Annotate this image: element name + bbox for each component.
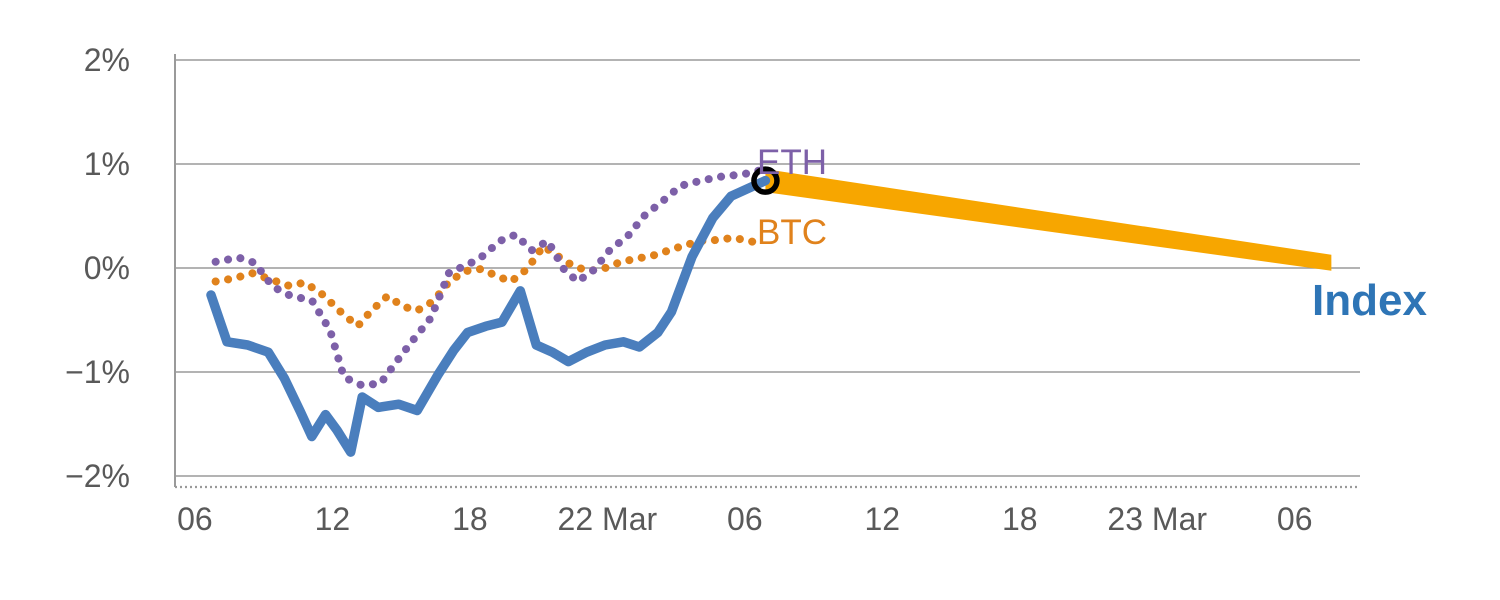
x-tick-label: 22 Mar — [557, 501, 658, 537]
index-series-label: Index — [1312, 276, 1427, 325]
x-tick-label: 18 — [1001, 501, 1038, 537]
y-tick-label: −1% — [65, 354, 130, 390]
y-tick-label: 0% — [83, 250, 130, 286]
x-tick-label: 18 — [452, 501, 488, 537]
x-tick-label: 12 — [314, 501, 351, 537]
x-tick-label: 23 Mar — [1107, 501, 1208, 537]
x-tick-label: 06 — [177, 501, 213, 537]
btc-line — [211, 233, 768, 331]
y-tick-label: 1% — [83, 146, 130, 182]
index-line — [206, 175, 771, 457]
y-tick-label: −2% — [65, 458, 130, 494]
btc-series-label: BTC — [757, 213, 827, 252]
forecast-band — [765, 169, 1332, 271]
y-tick-label: 2% — [83, 42, 130, 78]
x-tick-label: 06 — [1276, 501, 1313, 537]
x-tick-label: 06 — [727, 501, 763, 537]
event-marker-circle — [751, 166, 780, 195]
x-tick-label: 12 — [864, 501, 901, 537]
eth-line — [211, 166, 765, 390]
eth-series-label: ETH — [757, 143, 827, 182]
